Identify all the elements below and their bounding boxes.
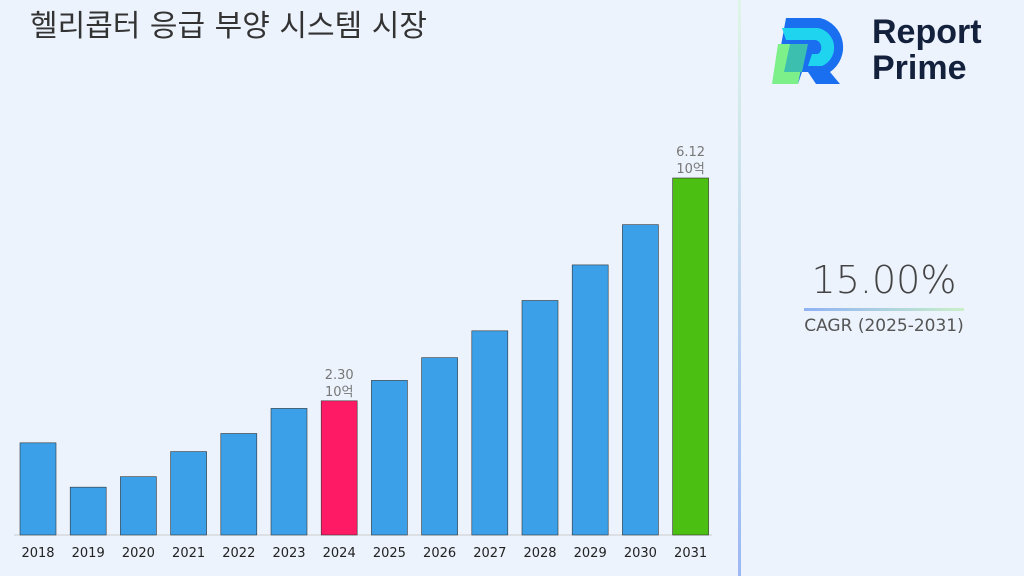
cagr-label: CAGR (2025-2031) (804, 316, 964, 336)
bar-2030 (622, 224, 659, 536)
divider (738, 0, 741, 576)
logo-mark-icon (772, 18, 844, 84)
x-tick-label: 2027 (473, 546, 506, 561)
x-tick-label: 2019 (72, 546, 105, 561)
logo-text-prime: Prime (872, 49, 967, 87)
bar-2029 (571, 264, 609, 536)
bar-2023 (270, 408, 308, 536)
bar-2021 (170, 451, 207, 536)
x-tick-label: 2031 (674, 546, 707, 561)
x-tick-label: 2021 (172, 546, 205, 561)
x-tick-label: 2023 (272, 546, 305, 561)
x-tick-label: 2020 (122, 546, 155, 561)
data-label-value: 2.30 (325, 368, 354, 383)
cagr-underline (804, 308, 964, 311)
bar-2027 (471, 330, 509, 536)
bar-2022 (220, 433, 258, 536)
bar-2031 (672, 177, 709, 536)
bar-2019 (69, 486, 107, 536)
report-prime-logo: Report Prime (768, 14, 1008, 90)
bar-2018 (19, 442, 57, 536)
x-tick-label: 2030 (624, 546, 657, 561)
logo-text-report: Report (872, 13, 982, 51)
x-tick-label: 2024 (323, 546, 356, 561)
bar-2020 (120, 476, 157, 536)
x-tick-label: 2025 (373, 546, 406, 561)
bar-2024 (320, 400, 358, 536)
x-tick-label: 2022 (222, 546, 255, 561)
bar-2026 (421, 357, 458, 536)
bar-chart: 2018 2019 2020 2021 2022 2023 2024 2.30 10억 2025 2… (14, 145, 712, 561)
bar-2025 (371, 380, 408, 536)
data-label-unit: 10억 (325, 385, 354, 400)
x-tick-label: 2018 (21, 546, 54, 561)
chart-title: 헬리콥터 응급 부양 시스템 시장 (30, 9, 427, 44)
x-tick-label: 2029 (574, 546, 607, 561)
data-label-value: 6.12 (676, 145, 705, 160)
x-tick-label: 2026 (423, 546, 456, 561)
cagr-value: 15.00% (811, 258, 957, 302)
data-label-unit: 10억 (676, 162, 705, 177)
bar-2028 (521, 300, 559, 536)
x-tick-label: 2028 (523, 546, 556, 561)
